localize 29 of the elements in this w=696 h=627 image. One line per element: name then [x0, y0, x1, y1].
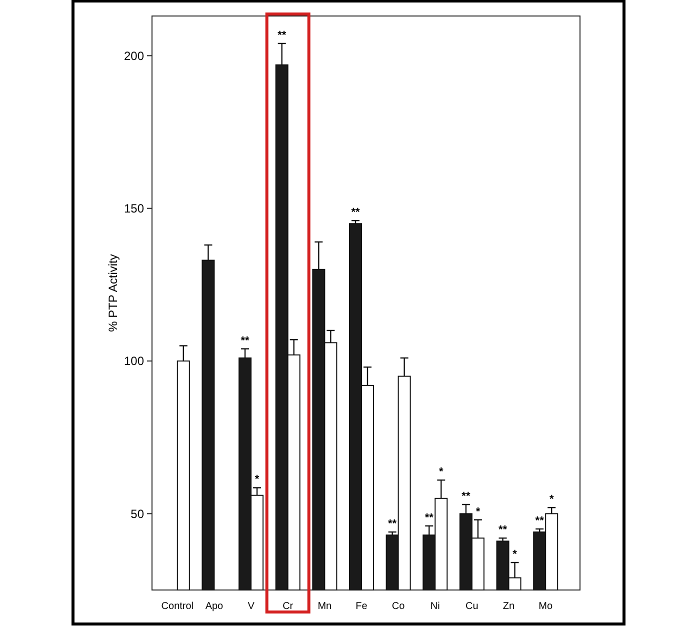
x-tick-label: Mn	[318, 601, 332, 612]
data-label: *	[549, 494, 554, 506]
y-axis-title: % PTP Activity	[106, 254, 120, 332]
data-label: **	[498, 524, 508, 536]
y-tick-label: 50	[130, 506, 144, 521]
data-label: *	[438, 466, 444, 478]
x-tick-label: Ni	[430, 601, 440, 612]
x-tick-label: Zn	[502, 601, 515, 612]
data-label: **	[240, 334, 250, 347]
x-tick-label: Co	[392, 601, 406, 612]
x-tick-label: Control	[161, 601, 194, 612]
x-tick-label: Cu	[466, 601, 478, 612]
x-tick-label: Cr	[282, 601, 294, 612]
data-label: **	[424, 512, 434, 524]
x-tick-label: Apo	[205, 601, 224, 612]
x-tick-label: Fe	[356, 601, 368, 612]
data-label: **	[535, 514, 545, 527]
data-label: **	[462, 490, 471, 503]
data-label: *	[254, 474, 260, 486]
x-tick-label: Mo	[538, 601, 553, 612]
y-tick-label: 200	[124, 48, 144, 63]
y-tick-label: 100	[124, 354, 144, 368]
data-label: **	[278, 29, 287, 42]
y-tick-label: 150	[124, 202, 144, 216]
data-label: **	[388, 518, 398, 530]
x-tick-label: V	[248, 601, 255, 612]
data-label: *	[476, 506, 481, 518]
data-label: *	[512, 548, 518, 561]
data-label: **	[351, 206, 360, 219]
